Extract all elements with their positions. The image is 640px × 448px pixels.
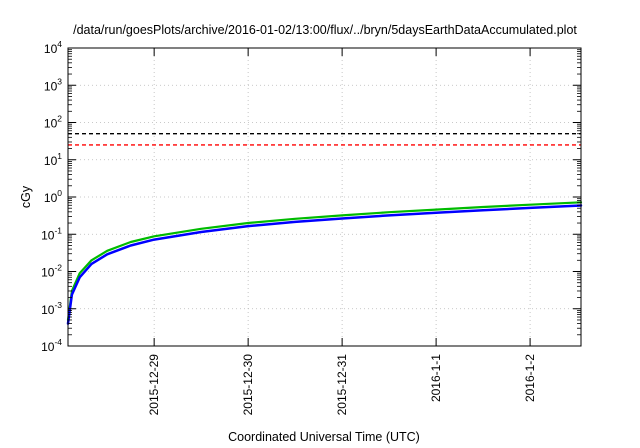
y-tick-label: 10-3 (41, 300, 62, 317)
x-tick-label: 2015-12-31 (335, 354, 349, 416)
y-tick-label: 101 (44, 151, 62, 168)
y-tick-base: 10 (44, 191, 58, 205)
series-line (66, 204, 583, 325)
y-tick-exponent: 3 (57, 76, 62, 86)
y-tick-label: 103 (44, 76, 62, 93)
y-tick-exponent: -1 (54, 225, 62, 235)
y-tick-label: 10-4 (41, 337, 62, 354)
y-tick-base: 10 (41, 228, 55, 242)
y-tick-label: 104 (44, 39, 62, 56)
y-tick-exponent: -4 (54, 337, 62, 347)
x-tick-label: 2016-1-1 (429, 354, 443, 402)
x-tick-labels: 2015-12-29 2015-12-30 2015-12-31 2016-1-1 20… (147, 354, 537, 416)
y-tick-exponent: 4 (57, 39, 62, 49)
y-tick-exponent: -3 (54, 300, 62, 310)
y-tick-exponent: -2 (54, 263, 62, 273)
y-tick-label: 102 (44, 114, 62, 131)
y-tick-base: 10 (41, 266, 55, 280)
y-tick-exponent: 2 (57, 114, 62, 124)
y-tick-base: 10 (41, 340, 55, 354)
x-tick-label: 2015-12-29 (147, 354, 161, 416)
y-tick-base: 10 (44, 42, 58, 56)
grid (68, 48, 581, 346)
y-tick-exponent: 0 (57, 188, 62, 198)
reference-lines (68, 133, 581, 146)
y-tick-label: 10-1 (41, 225, 62, 242)
series-lines (66, 201, 583, 325)
x-tick-label: 2016-1-2 (523, 354, 537, 402)
series-line (66, 201, 583, 322)
y-tick-base: 10 (44, 79, 58, 93)
y-tick-exponent: 1 (57, 151, 62, 161)
tick-marks (68, 47, 581, 347)
x-tick-label: 2015-12-30 (241, 354, 255, 416)
y-tick-base: 10 (44, 117, 58, 131)
y-axis-label: cGy (19, 185, 33, 208)
chart-title: /data/run/goesPlots/archive/2016-01-02/1… (73, 23, 577, 37)
y-tick-base: 10 (44, 154, 58, 168)
y-tick-label: 100 (44, 188, 62, 205)
y-tick-base: 10 (41, 303, 55, 317)
y-tick-label: 10-2 (41, 263, 62, 280)
x-axis-label: Coordinated Universal Time (UTC) (228, 430, 420, 444)
